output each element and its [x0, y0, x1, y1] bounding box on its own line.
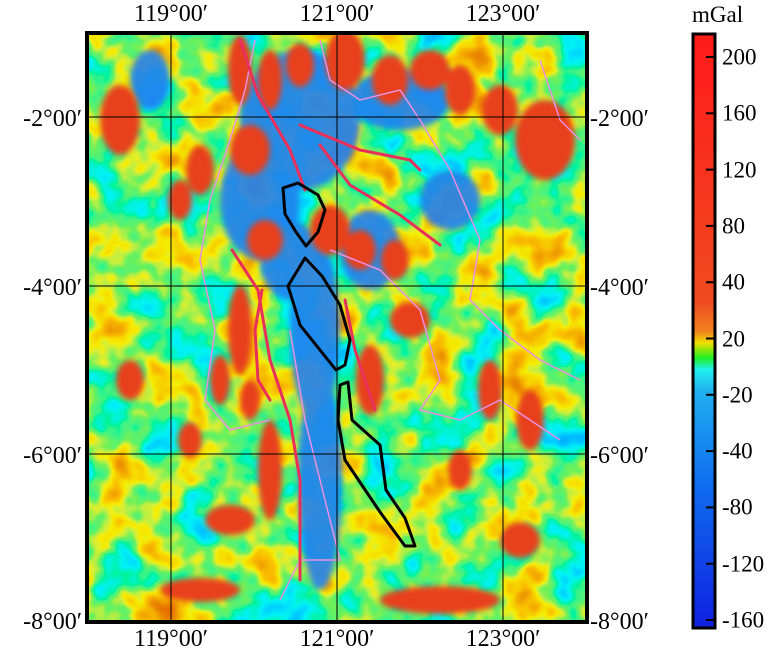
lon-label-top: 121°00′ [299, 1, 375, 27]
colorbar-unit: mGal [692, 2, 744, 27]
positive-anomaly [258, 420, 282, 520]
coastline [199, 39, 581, 601]
positive-anomaly [380, 586, 500, 614]
positive-anomaly [258, 50, 282, 110]
lon-label-bottom: 121°00′ [299, 626, 375, 652]
positive-anomaly [381, 240, 409, 280]
map-frame [85, 31, 589, 624]
colorbar-tick-label: -20 [722, 382, 753, 408]
negative-anomaly [420, 170, 480, 230]
lat-label-right: -8°00′ [590, 609, 649, 635]
positive-anomaly [325, 33, 365, 90]
positive-anomaly [344, 230, 376, 270]
colorbar-tick-label: 160 [722, 100, 757, 126]
positive-anomaly [160, 578, 240, 602]
positive-anomaly [372, 55, 408, 105]
lat-label-right: -6°00′ [590, 443, 649, 469]
positive-anomaly [210, 355, 230, 405]
outline-north [281, 181, 327, 248]
lat-label-left: -2°00′ [23, 106, 82, 132]
positive-anomaly [186, 145, 214, 195]
positive-anomaly [515, 100, 575, 180]
lat-label-right: -4°00′ [590, 275, 649, 301]
positive-anomaly [205, 505, 255, 535]
colorbar-tick-label: 80 [722, 213, 745, 239]
graticule [87, 33, 587, 622]
positive-anomaly [286, 43, 314, 87]
positive-anomaly [228, 285, 252, 375]
positive-anomaly [230, 125, 270, 175]
outline-south [336, 380, 417, 548]
positive-anomaly [310, 205, 350, 255]
colorbar-tick-label: 40 [722, 269, 745, 295]
positive-anomaly [445, 65, 475, 115]
lat-label-right: -2°00′ [590, 106, 649, 132]
lat-label-left: -6°00′ [23, 443, 82, 469]
positive-anomaly [116, 360, 144, 400]
positive-anomaly [240, 380, 260, 420]
fault-lines [230, 38, 442, 582]
outline-central [286, 256, 352, 372]
study-area-outlines [281, 181, 417, 548]
negative-anomaly [130, 50, 170, 110]
positive-anomaly [482, 85, 518, 135]
positive-anomaly [500, 522, 540, 558]
lon-label-top: 123°00′ [465, 1, 541, 27]
positive-anomaly [478, 360, 502, 420]
positive-anomaly [390, 302, 430, 338]
colorbar [691, 32, 717, 630]
positive-anomaly [448, 450, 472, 490]
lat-label-left: -8°00′ [23, 609, 82, 635]
colorbar-tick-label: -80 [722, 494, 753, 520]
lat-label-left: -4°00′ [23, 275, 82, 301]
colorbar-tick-label: -160 [722, 607, 765, 633]
lon-label-bottom: 119°00′ [134, 626, 208, 652]
positive-anomaly [168, 180, 192, 220]
positive-anomaly [100, 85, 140, 155]
colorbar-tick-label: 20 [722, 326, 745, 351]
positive-anomaly [247, 220, 283, 260]
lon-label-top: 119°00′ [134, 1, 208, 27]
colorbar-tick-label: 120 [722, 157, 757, 183]
colorbar-tick-label: 200 [722, 44, 757, 70]
lon-label-bottom: 123°00′ [465, 626, 541, 652]
colorbar-tick-label: -120 [722, 551, 765, 577]
positive-anomaly [178, 422, 202, 458]
colorbar-tick-label: -40 [722, 438, 753, 464]
positive-anomaly [410, 50, 450, 90]
positive-anomaly [356, 345, 384, 415]
